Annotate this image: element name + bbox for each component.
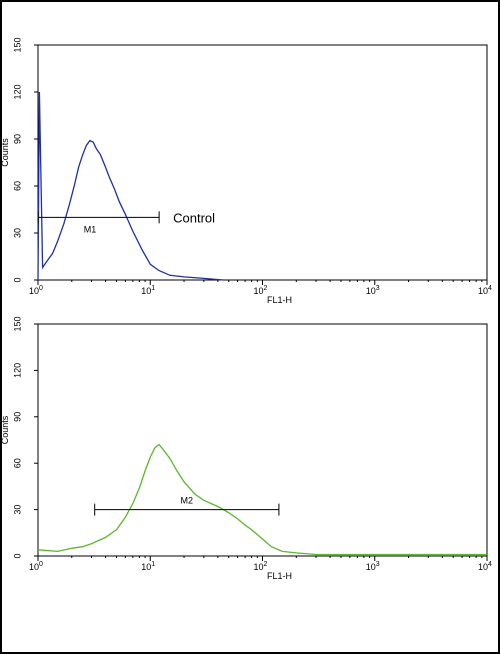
- control-annotation: Control: [173, 210, 215, 225]
- y-tick-label: 30: [12, 505, 22, 515]
- y-tick-label: 30: [12, 228, 22, 238]
- x-tick-label: 101: [141, 561, 155, 572]
- x-tick-label: 103: [366, 285, 380, 296]
- x-tick-label: 104: [478, 561, 492, 572]
- y-tick-label: 0: [12, 553, 22, 558]
- y-tick-label: 60: [12, 458, 22, 468]
- y-tick-label: 90: [12, 412, 22, 422]
- x-tick-label: 102: [254, 561, 268, 572]
- x-axis-label: FL1-H: [267, 295, 292, 305]
- gate-marker-label: M1: [84, 224, 97, 234]
- x-tick-label: 102: [254, 285, 268, 296]
- y-tick-label: 120: [12, 84, 22, 99]
- x-tick-label: 100: [29, 561, 43, 572]
- histogram-panel-control: 0 30 60 90 120 150 Counts 100 101 102 103 104 FL1-H M…: [0, 37, 492, 305]
- y-tick-label: 150: [12, 37, 22, 52]
- histogram-panel-sample: 0 30 60 90 120 150 Counts 100 101 102 103 104 FL1-H M…: [0, 316, 492, 581]
- y-tick-label: 60: [12, 181, 22, 191]
- y-axis-label: Counts: [0, 415, 10, 444]
- plot-area-frame: [37, 44, 488, 281]
- gate-marker-label: M2: [181, 496, 194, 506]
- y-axis-label: Counts: [0, 138, 10, 167]
- plot-area-frame: [37, 323, 488, 557]
- y-tick-label: 90: [12, 134, 22, 144]
- histogram-series-line: [37, 443, 487, 556]
- x-tick-label: 100: [29, 285, 43, 296]
- y-tick-label: 150: [12, 316, 22, 331]
- x-tick-label: 103: [366, 561, 380, 572]
- histogram-series-line: [37, 91, 224, 281]
- y-tick-label: 120: [12, 363, 22, 378]
- y-tick-label: 0: [12, 277, 22, 282]
- x-axis-label: FL1-H: [267, 571, 292, 581]
- x-tick-label: 101: [141, 285, 155, 296]
- x-tick-label: 104: [478, 285, 492, 296]
